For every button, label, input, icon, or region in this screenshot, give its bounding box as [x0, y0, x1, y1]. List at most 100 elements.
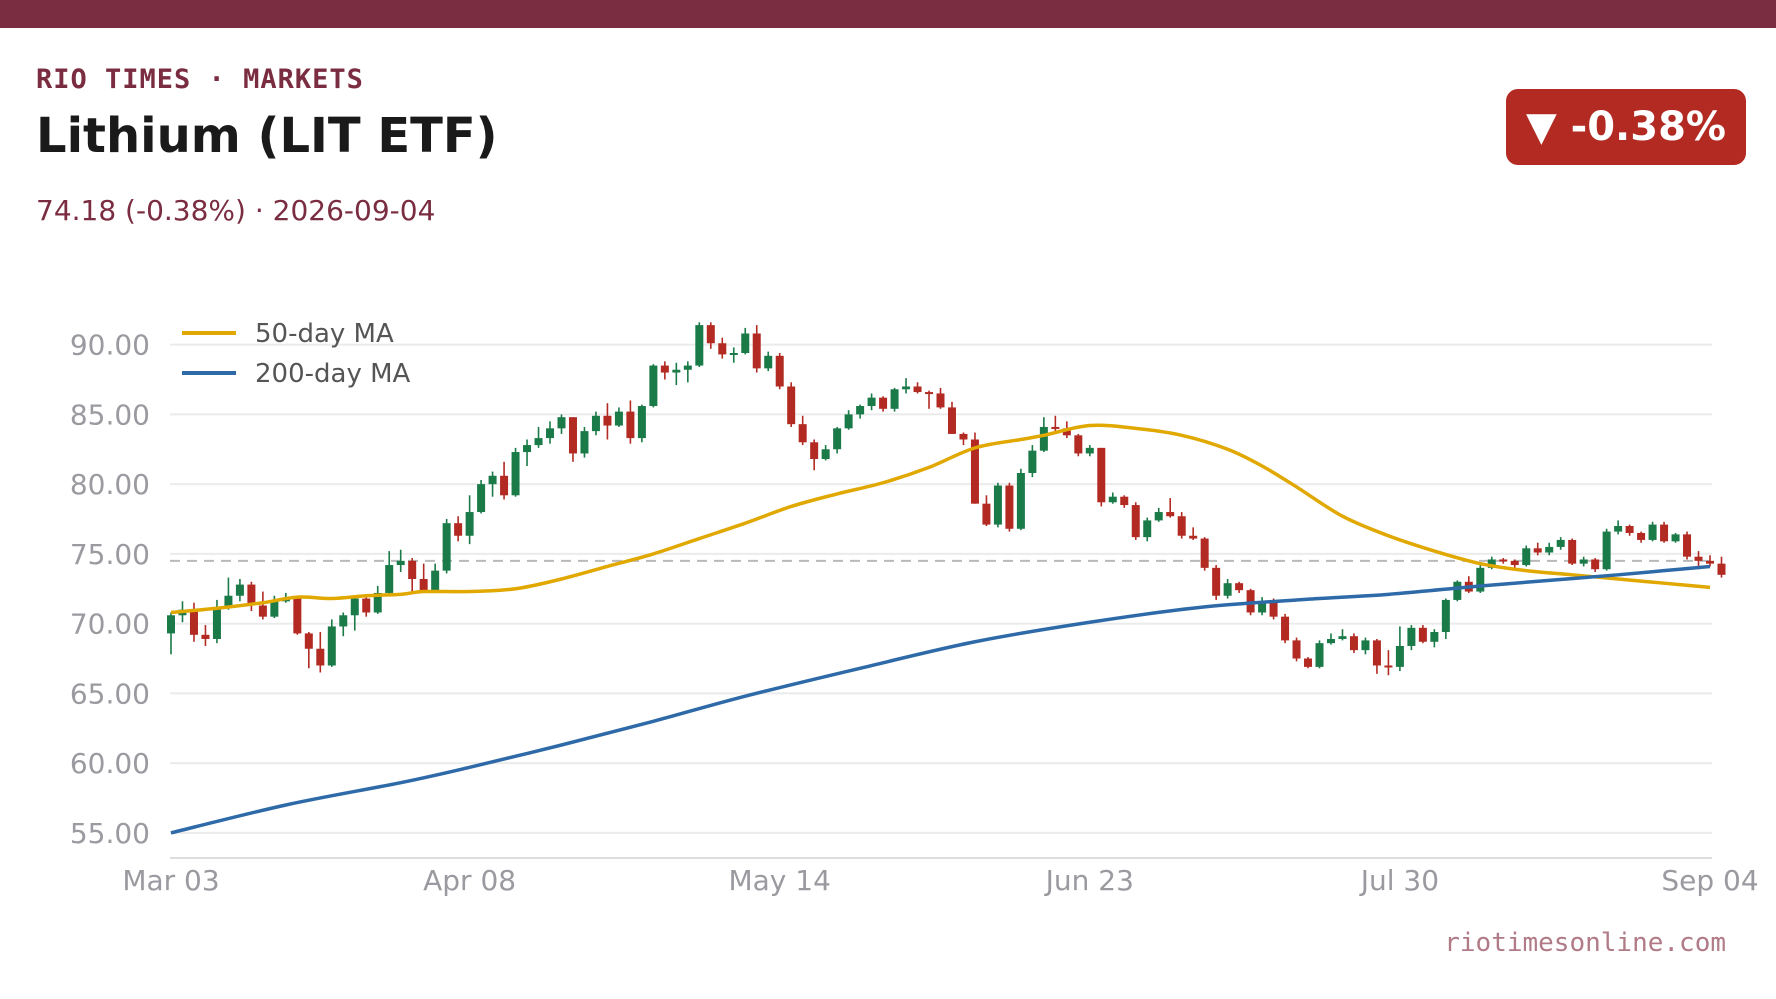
- candle-body: [1430, 632, 1439, 642]
- candle-body: [637, 406, 646, 439]
- candle-body: [913, 386, 922, 393]
- legend-label: 200-day MA: [255, 359, 411, 389]
- candle-body: [959, 433, 968, 440]
- candle-body: [879, 397, 888, 409]
- candle-body: [1579, 559, 1588, 564]
- candle-body: [557, 417, 566, 429]
- candle-down: [1499, 558, 1508, 564]
- candle-body: [844, 414, 853, 429]
- candle-down: [1384, 650, 1393, 676]
- candle-up: [821, 445, 830, 461]
- candle-body: [1384, 665, 1393, 668]
- candle-down: [879, 396, 888, 412]
- candle-down: [752, 325, 761, 373]
- candle-body: [1395, 645, 1404, 667]
- candle-down: [1591, 558, 1600, 573]
- candle-body: [1717, 563, 1726, 575]
- candle-up: [465, 495, 474, 545]
- candle-body: [1097, 447, 1106, 503]
- candle-up: [649, 364, 658, 408]
- candle-up: [1648, 521, 1657, 542]
- candle-body: [293, 598, 302, 634]
- candle-body: [1326, 638, 1335, 644]
- candle-up: [683, 361, 692, 383]
- candle-down: [1189, 527, 1198, 540]
- x-tick-label: May 14: [728, 864, 830, 897]
- candle-body: [339, 615, 348, 627]
- candle-body: [212, 606, 221, 639]
- candle-up: [890, 387, 899, 412]
- candle-body: [1591, 559, 1600, 570]
- candle-body: [614, 411, 623, 426]
- y-tick-label: 85.00: [70, 398, 150, 431]
- candle-body: [695, 325, 704, 366]
- candle-body: [1223, 583, 1232, 596]
- candle-up: [1430, 629, 1439, 648]
- candle-body: [1062, 428, 1071, 436]
- candle-up: [844, 410, 853, 430]
- candle-body: [1568, 539, 1577, 564]
- candle-up: [1361, 637, 1370, 655]
- candle-down: [810, 439, 819, 471]
- candle-body: [568, 417, 577, 454]
- candle-body: [925, 392, 934, 395]
- candle-body: [511, 452, 520, 496]
- candle-body: [660, 365, 669, 373]
- candle-down: [1166, 498, 1175, 518]
- candle-down: [1660, 521, 1669, 543]
- candle-up: [488, 471, 497, 497]
- candle-down: [913, 382, 922, 394]
- candle-down: [1717, 556, 1726, 578]
- candle-down: [1177, 512, 1186, 539]
- candle-body: [1177, 516, 1186, 536]
- y-tick-label: 60.00: [70, 747, 150, 780]
- candle-body: [752, 333, 761, 369]
- candle-body: [1533, 548, 1542, 553]
- candle-body: [1660, 524, 1669, 542]
- candle-body: [1441, 599, 1450, 633]
- candle-up: [167, 612, 175, 655]
- candle-down: [1131, 502, 1140, 540]
- candle-down: [1200, 537, 1209, 571]
- candle-body: [1545, 546, 1554, 553]
- candle-up: [1016, 468, 1025, 531]
- candle-body: [419, 579, 428, 591]
- candle-body: [1281, 616, 1290, 641]
- candle-body: [580, 431, 589, 454]
- candle-body: [1189, 535, 1198, 539]
- candle-body: [247, 584, 256, 606]
- y-tick-label: 65.00: [70, 677, 150, 710]
- candle-body: [431, 570, 440, 591]
- source-footer: riotimesonline.com: [1444, 928, 1726, 958]
- candle-up: [1154, 507, 1163, 522]
- candle-down: [626, 400, 635, 444]
- candle-up: [1223, 579, 1232, 599]
- candle-body: [385, 565, 394, 593]
- candle-body: [787, 386, 796, 425]
- candle-up: [1395, 626, 1404, 672]
- candle-body: [603, 415, 612, 426]
- candle-body: [1648, 524, 1657, 540]
- candle-body: [500, 475, 509, 496]
- candle-body: [546, 428, 555, 439]
- candle-up: [764, 351, 773, 372]
- candle-down: [258, 591, 267, 620]
- candle-up: [1602, 528, 1611, 571]
- candle-up: [1556, 537, 1565, 550]
- candle-up: [902, 378, 911, 394]
- candle-body: [1304, 658, 1313, 667]
- candle-up: [396, 549, 405, 573]
- candle-body: [523, 445, 532, 453]
- legend-label: 50-day MA: [255, 319, 394, 349]
- candle-body: [304, 633, 313, 649]
- candle-up: [1579, 556, 1588, 567]
- chart-title: Lithium (LIT ETF): [36, 108, 498, 164]
- candle-body: [1039, 426, 1048, 451]
- x-tick-label: Apr 08: [423, 864, 516, 897]
- candle-down: [982, 495, 991, 526]
- candle-body: [408, 560, 417, 579]
- candle-up: [1315, 640, 1324, 669]
- candle-body: [1602, 531, 1611, 570]
- candle-down: [1304, 657, 1313, 669]
- candle-body: [1005, 485, 1014, 529]
